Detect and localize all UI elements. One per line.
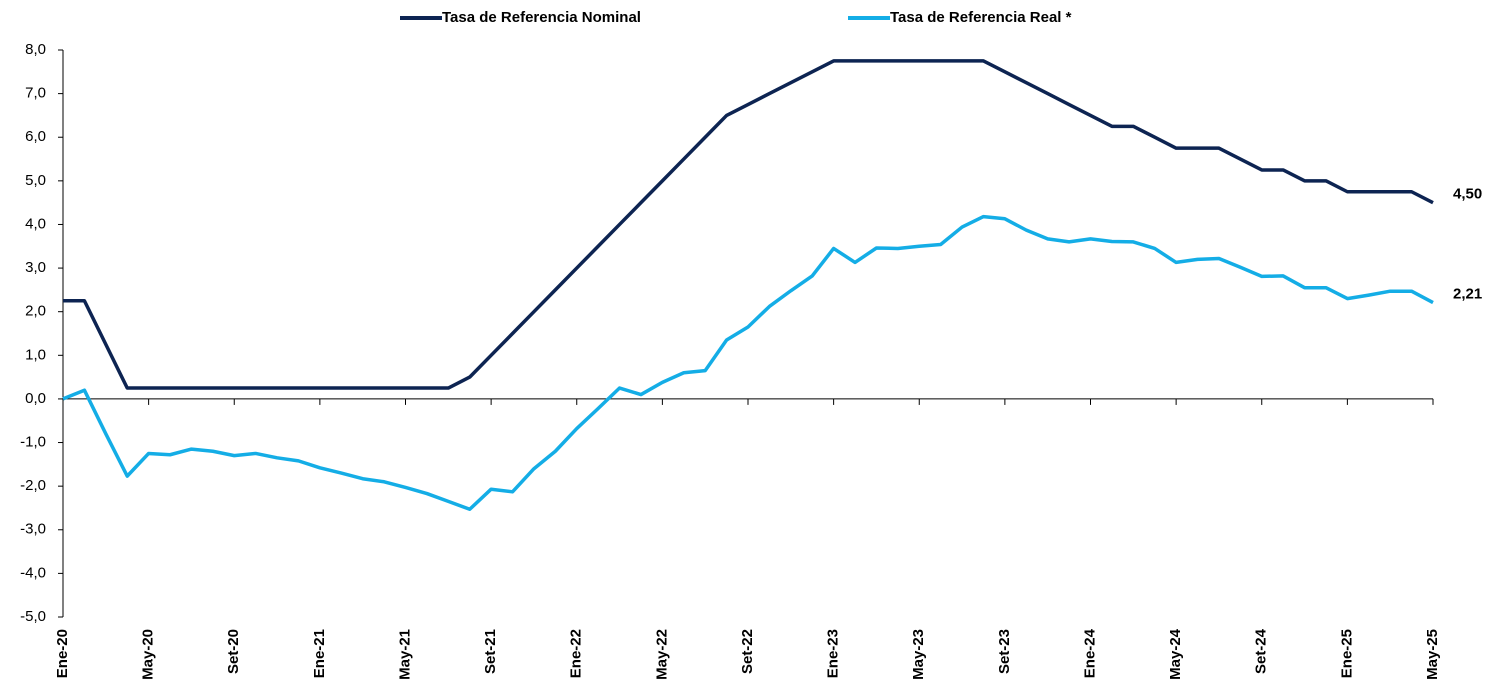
y-tick-label: 6,0: [25, 128, 46, 145]
x-tick-label: May-24: [1167, 628, 1184, 680]
y-tick-label: 4,0: [25, 215, 46, 232]
x-tick-label: May-20: [140, 629, 157, 680]
y-tick-label: 1,0: [25, 346, 46, 363]
x-tick-label: May-22: [653, 629, 670, 680]
x-tick-label: Ene-21: [311, 629, 328, 678]
y-tick-label: 8,0: [25, 41, 46, 58]
legend-label: Tasa de Referencia Real *: [890, 9, 1072, 26]
line-series: [63, 59, 1434, 390]
y-tick-label: 5,0: [25, 172, 46, 189]
y-tick-label: -5,0: [20, 608, 46, 625]
y-tick-label: 7,0: [25, 85, 46, 102]
y-tick-label: 0,0: [25, 390, 46, 407]
data-label: 4,50: [1453, 186, 1482, 203]
y-tick-label: -4,0: [20, 564, 46, 581]
x-tick-label: Ene-22: [568, 629, 585, 678]
x-tick-label: Set-23: [996, 629, 1013, 674]
x-tick-label: May-23: [910, 629, 927, 680]
x-tick-label: Ene-25: [1338, 629, 1355, 678]
legend-label: Tasa de Referencia Nominal: [442, 9, 641, 26]
x-tick-label: May-25: [1424, 629, 1441, 680]
x-tick-label: Ene-24: [1081, 628, 1098, 678]
data-label: 2,21: [1453, 286, 1482, 303]
x-tick-label: Set-22: [739, 629, 756, 674]
line-series: [62, 214, 1434, 512]
y-tick-label: -1,0: [20, 434, 46, 451]
x-tick-label: Set-24: [1253, 628, 1270, 674]
y-tick-label: -3,0: [20, 521, 46, 538]
x-tick-label: May-21: [396, 629, 413, 680]
y-tick-label: 2,0: [25, 303, 46, 320]
y-tick-label: 3,0: [25, 259, 46, 276]
x-tick-label: Ene-23: [825, 629, 842, 678]
x-tick-label: Set-20: [225, 629, 242, 674]
x-tick-label: Ene-20: [54, 629, 71, 678]
y-tick-label: -2,0: [20, 477, 46, 494]
x-tick-label: Set-21: [482, 629, 499, 674]
